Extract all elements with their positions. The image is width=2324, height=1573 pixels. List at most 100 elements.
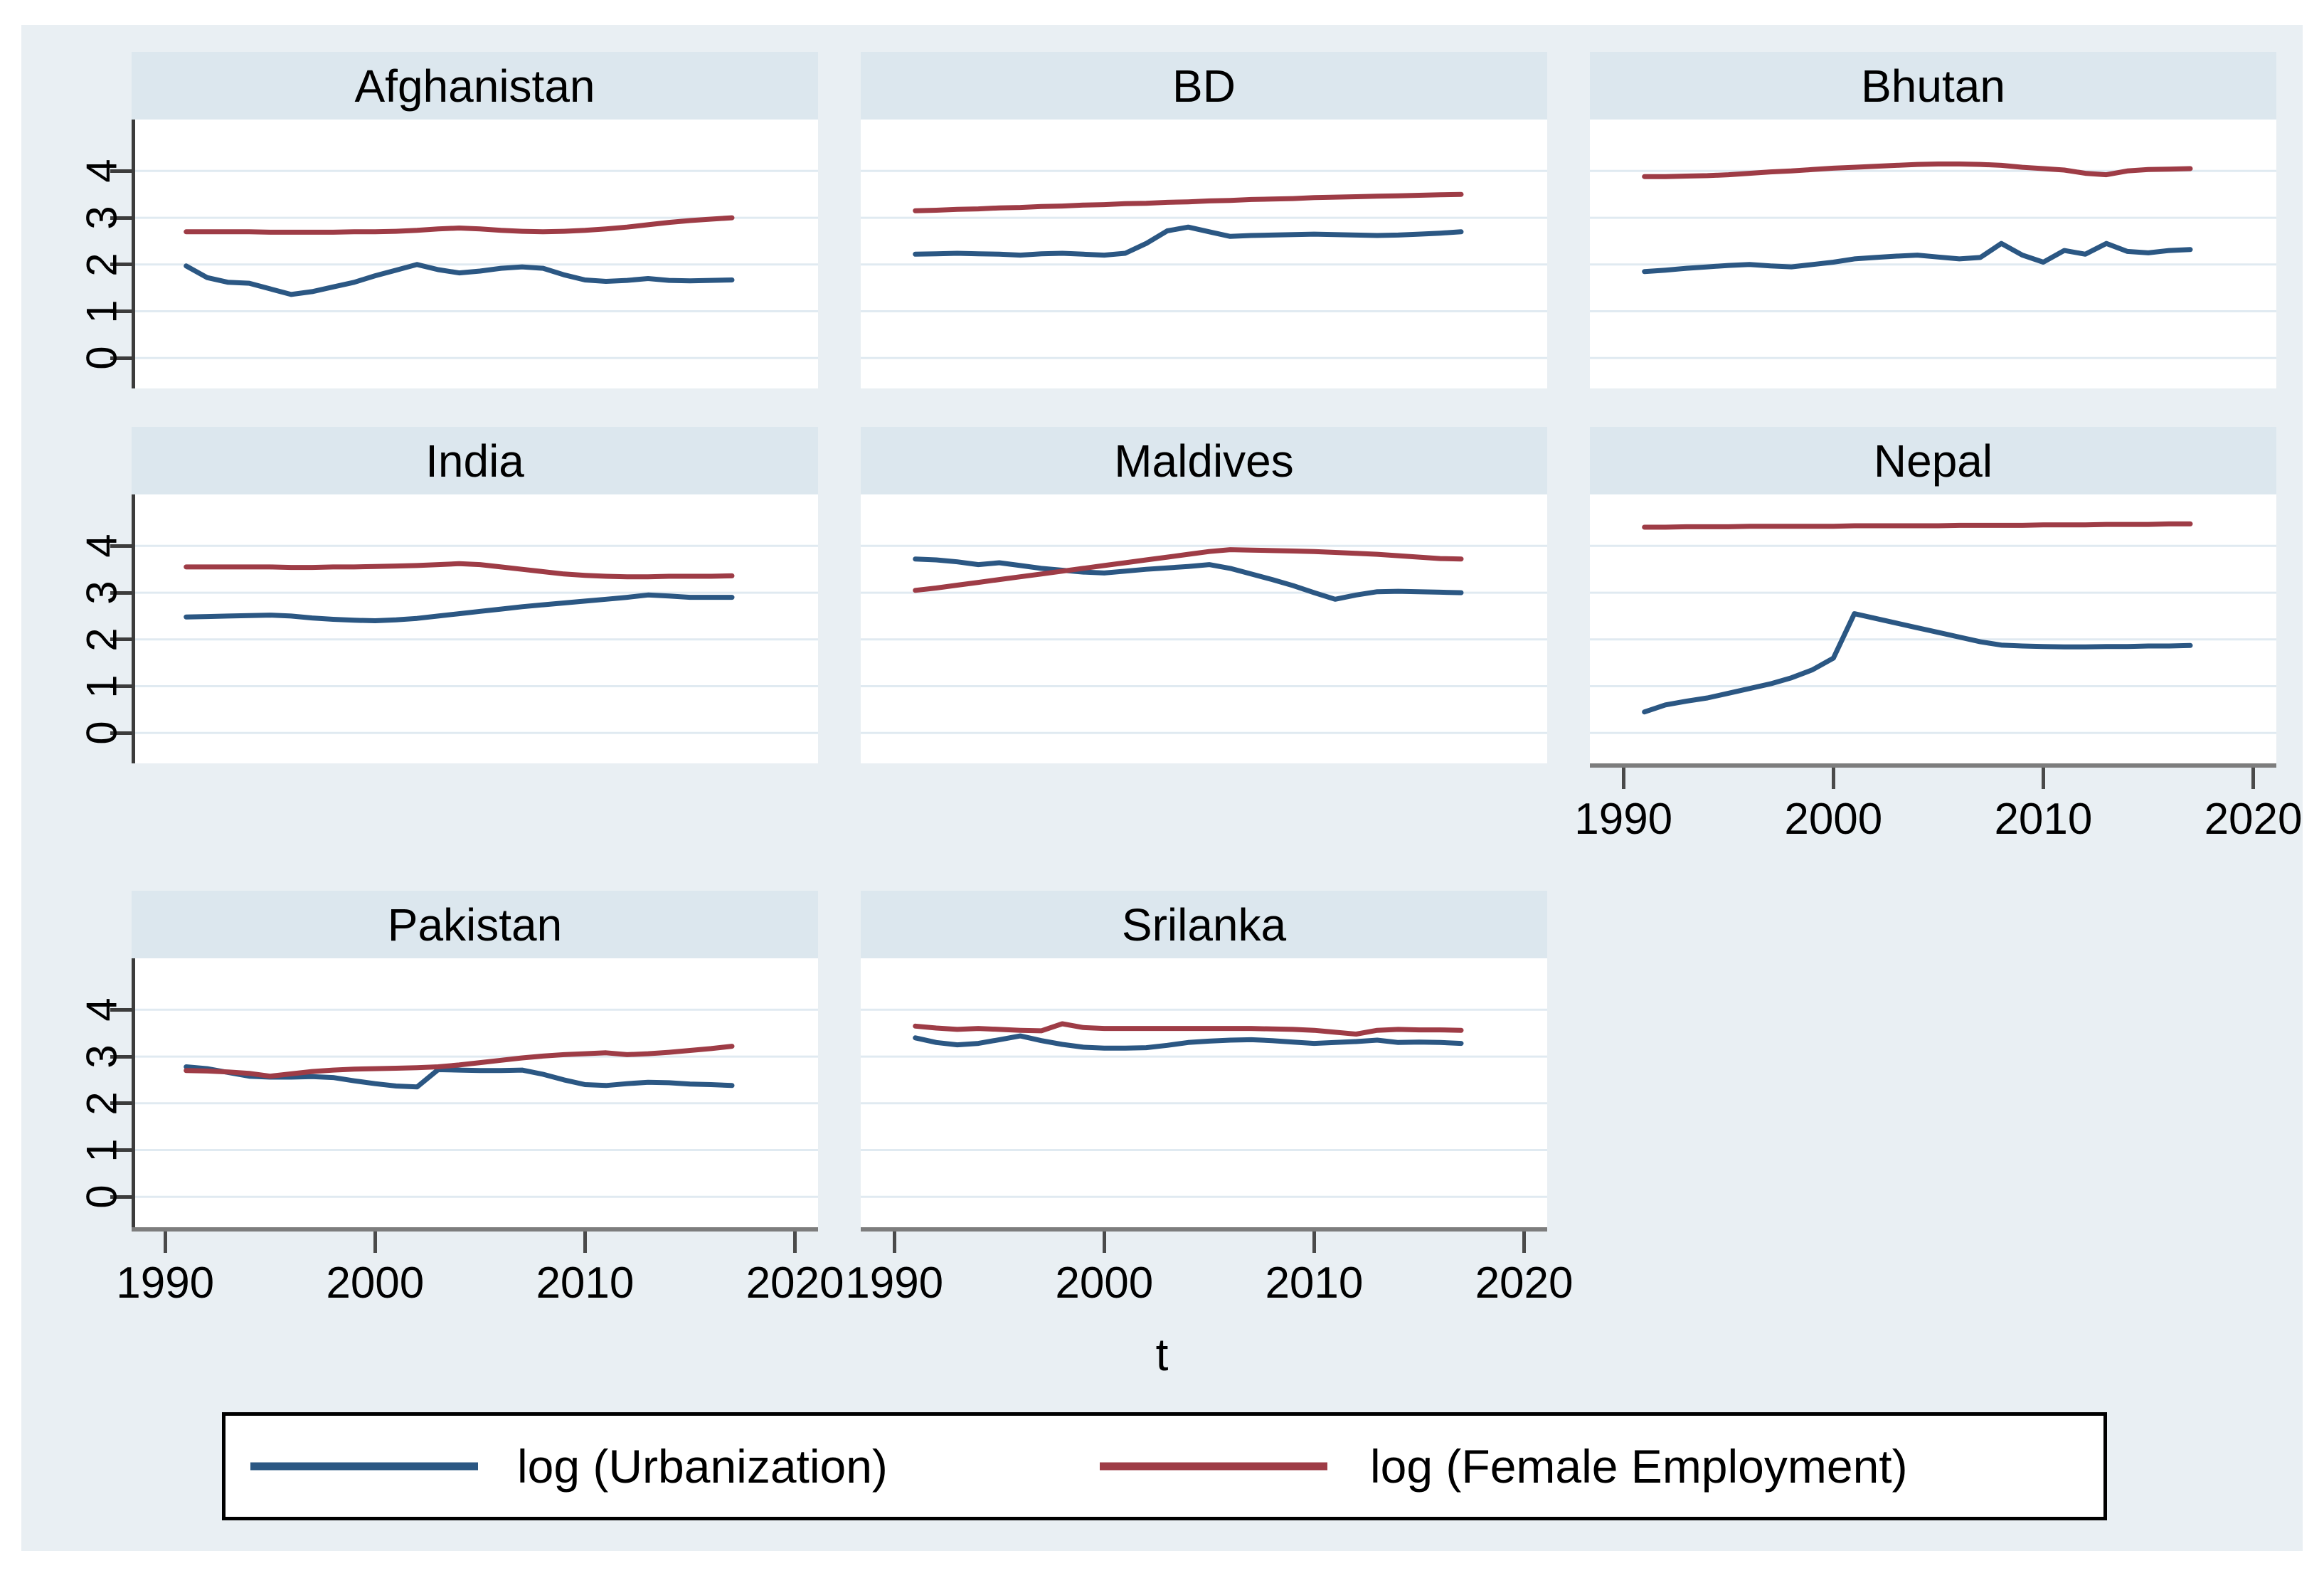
y-tick-mark: [110, 309, 132, 314]
legend: log (Urbanization) log (Female Employmen…: [222, 1412, 2107, 1520]
x-tick-label: 2000: [326, 1259, 425, 1308]
x-tick-label: 2010: [1265, 1259, 1364, 1308]
y-tick-mark: [110, 1101, 132, 1106]
legend-label-urbanization: log (Urbanization): [517, 1440, 888, 1493]
x-axis-line: [1590, 763, 2276, 768]
line-chart: [861, 1008, 1547, 1198]
y-tick-mark: [110, 169, 132, 173]
line-chart: [1590, 521, 2276, 734]
y-tick-label: 0: [78, 1185, 125, 1209]
y-axis-line: [132, 958, 135, 1227]
panel-title: Srilanka: [861, 891, 1547, 958]
panel-india: India: [132, 427, 818, 763]
y-tick-label: 3: [78, 1044, 125, 1069]
line-chart: [132, 169, 818, 359]
y-tick-mark: [110, 590, 132, 595]
y-axis-ticks: 0 1 2 3 4: [39, 494, 132, 763]
x-tick-mark: [1831, 768, 1835, 789]
y-tick-label: 2: [78, 1091, 125, 1116]
plot-area: [1590, 120, 2276, 388]
x-tick-mark: [163, 1232, 167, 1253]
panel-title: Bhutan: [1590, 52, 2276, 120]
y-tick-mark: [110, 356, 132, 360]
panel-bhutan: Bhutan: [1590, 52, 2276, 388]
y-tick-mark: [110, 1007, 132, 1012]
panel-title: Maldives: [861, 427, 1547, 494]
y-tick-mark: [110, 263, 132, 267]
panel-title: Pakistan: [132, 891, 818, 958]
plot-area: [132, 120, 818, 388]
line-chart: [132, 1008, 818, 1198]
x-tick-mark: [1621, 768, 1625, 789]
y-axis-line: [132, 494, 135, 763]
y-tick-mark: [110, 216, 132, 220]
x-tick-label: 2020: [746, 1259, 844, 1308]
line-chart: [861, 169, 1547, 359]
x-tick-label: 1990: [116, 1259, 215, 1308]
x-axis-pakistan: 1990 2000 2010 2020: [116, 1227, 844, 1323]
y-tick-mark: [110, 684, 132, 689]
x-tick-mark: [1522, 1232, 1527, 1253]
y-tick-mark: [110, 1148, 132, 1153]
plot-area: [132, 958, 818, 1227]
x-axis-srilanka: 1990 2000 2010 2020: [845, 1227, 1574, 1323]
panel-title: Afghanistan: [132, 52, 818, 120]
panel-pakistan: Pakistan: [132, 891, 818, 1227]
legend-label-female-employment: log (Female Employment): [1370, 1440, 1908, 1493]
y-tick-label: 3: [78, 206, 125, 230]
x-tick-label: 1990: [845, 1259, 944, 1308]
panel-title: Nepal: [1590, 427, 2276, 494]
x-axis-line: [861, 1227, 1547, 1232]
plot-area: [861, 120, 1547, 388]
x-tick-mark: [793, 1232, 797, 1253]
panel-afghanistan: Afghanistan: [132, 52, 818, 388]
y-tick-mark: [110, 544, 132, 548]
panel-maldives: Maldives: [861, 427, 1547, 763]
x-tick-label: 2020: [1475, 1259, 1574, 1308]
x-tick-label: 2010: [1994, 795, 2093, 844]
x-axis-title: t: [1155, 1329, 1169, 1380]
y-tick-label: 0: [78, 721, 125, 745]
y-tick-label: 0: [78, 346, 125, 370]
panel-srilanka: Srilanka: [861, 891, 1547, 1227]
y-tick-label: 3: [78, 581, 125, 605]
panel-title: BD: [861, 52, 1547, 120]
panel-title: India: [132, 427, 818, 494]
legend-line-female-employment: [1100, 1462, 1327, 1471]
line-chart: [132, 544, 818, 734]
y-tick-mark: [110, 731, 132, 735]
legend-line-urbanization: [250, 1462, 478, 1471]
y-axis-ticks: 0 1 2 3 4: [39, 120, 132, 388]
panel-nepal: Nepal: [1590, 427, 2276, 763]
x-tick-label: 2000: [1784, 795, 1883, 844]
y-tick-label: 4: [78, 534, 125, 558]
y-tick-mark: [110, 637, 132, 642]
y-tick-label: 4: [78, 997, 125, 1022]
x-tick-label: 2020: [2204, 795, 2303, 844]
y-axis-ticks: 0 1 2 3 4: [39, 958, 132, 1227]
plot-area: [861, 494, 1547, 763]
y-tick-label: 4: [78, 159, 125, 183]
y-tick-label: 1: [78, 299, 125, 324]
line-chart: [1590, 161, 2276, 359]
x-tick-mark: [2251, 768, 2256, 789]
y-tick-mark: [110, 1054, 132, 1059]
y-tick-label: 2: [78, 627, 125, 652]
plot-area: [861, 958, 1547, 1227]
y-tick-label: 1: [78, 674, 125, 699]
x-tick-mark: [583, 1232, 587, 1253]
y-tick-label: 1: [78, 1138, 125, 1162]
x-axis-nepal: 1990 2000 2010 2020: [1574, 763, 2303, 859]
plot-area: [132, 494, 818, 763]
x-tick-label: 2000: [1055, 1259, 1154, 1308]
y-tick-mark: [110, 1195, 132, 1199]
panel-bd: BD: [861, 52, 1547, 388]
x-tick-mark: [892, 1232, 896, 1253]
plot-area: [1590, 494, 2276, 763]
x-tick-label: 1990: [1574, 795, 1673, 844]
line-chart: [861, 544, 1547, 734]
x-tick-mark: [1102, 1232, 1106, 1253]
y-tick-label: 2: [78, 253, 125, 277]
x-axis-line: [132, 1227, 818, 1232]
